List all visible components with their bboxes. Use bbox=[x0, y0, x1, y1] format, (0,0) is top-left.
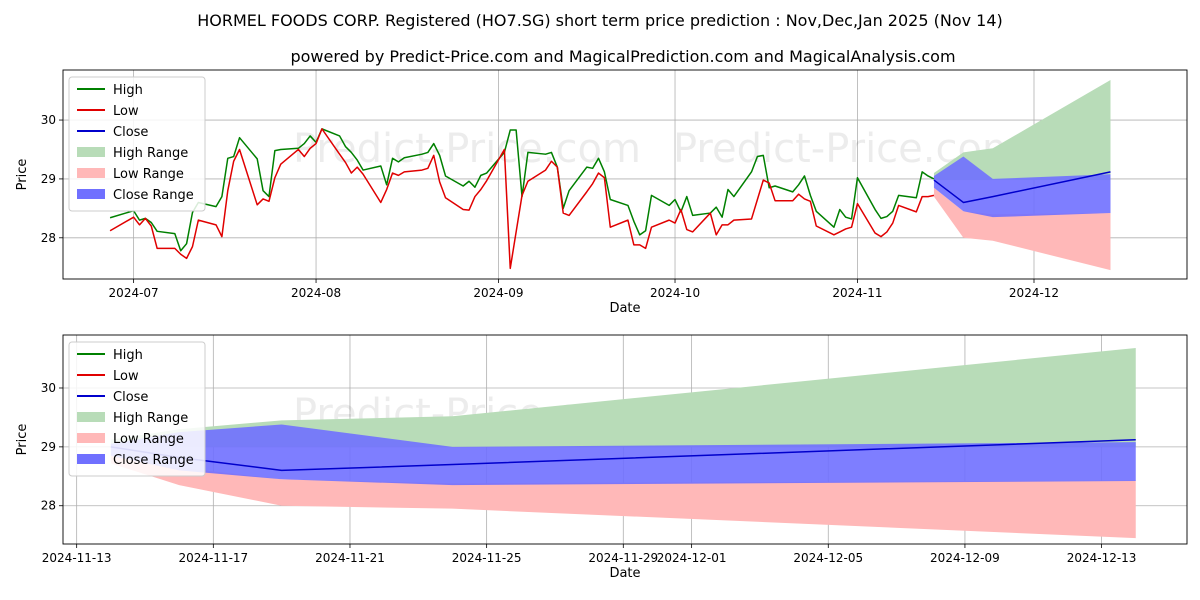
top-close-range-band bbox=[933, 156, 1111, 218]
bottom-ytick-label-0: 28 bbox=[41, 499, 56, 513]
top-low-line bbox=[109, 128, 935, 270]
bottom-yaxis-label: Price bbox=[15, 424, 30, 456]
top-legend-label-5: Close Range bbox=[113, 188, 194, 203]
bottom-legend-swatch-4 bbox=[77, 433, 105, 443]
bottom-xtick-label-2: 2024-11-21 bbox=[315, 551, 385, 565]
bottom-legend: High Low Close High Range Low Range Close Ran… bbox=[68, 341, 206, 477]
top-xaxis-label: Date bbox=[609, 301, 640, 316]
bottom-ytick-label-1: 29 bbox=[41, 440, 56, 454]
top-legend-label-4: Low Range bbox=[113, 167, 184, 182]
bottom-legend-label-0: High bbox=[113, 348, 143, 363]
bottom-axes-frame bbox=[62, 334, 1188, 545]
top-xtick-label-4: 2024-11 bbox=[832, 286, 882, 300]
bottom-close-range-group bbox=[110, 424, 1136, 486]
top-xtick-label-3: 2024-10 bbox=[650, 286, 700, 300]
top-yaxis-label: Price bbox=[15, 159, 30, 191]
top-ytick-label-1: 29 bbox=[41, 172, 56, 186]
top-legend-swatch-3 bbox=[77, 147, 105, 157]
top-axes-frame bbox=[62, 69, 1188, 280]
top-close-line bbox=[933, 171, 1111, 204]
bottom-xtick-label-5: 2024-12-01 bbox=[657, 551, 727, 565]
bottom-legend-label-5: Close Range bbox=[113, 453, 194, 468]
chart-subtitle: powered by Predict-Price.com and Magical… bbox=[290, 47, 955, 66]
chart-title: HORMEL FOODS CORP. Registered (HO7.SG) s… bbox=[197, 11, 1003, 30]
top-legend-swatch-5 bbox=[77, 189, 105, 199]
bottom-legend-label-3: High Range bbox=[113, 411, 188, 426]
bottom-legend-swatch-5 bbox=[77, 454, 105, 464]
bottom-ytick-label-2: 30 bbox=[41, 381, 56, 395]
bottom-xtick-label-4: 2024-11-29 bbox=[588, 551, 658, 565]
top-high-line bbox=[109, 128, 935, 252]
top-low-range-band bbox=[933, 187, 1111, 271]
top-legend-label-2: Close bbox=[113, 125, 148, 140]
top-xtick-label-0: 2024-07 bbox=[109, 286, 159, 300]
top-legend: High Low Close High Range Low Range Close Ran… bbox=[68, 76, 206, 212]
bottom-high-range-band bbox=[110, 347, 1136, 447]
top-xtick-label-5: 2024-12 bbox=[1009, 286, 1059, 300]
top-xtick-label-2: 2024-09 bbox=[473, 286, 523, 300]
bottom-xtick-label-7: 2024-12-09 bbox=[930, 551, 1000, 565]
bottom-low-range-band bbox=[110, 455, 1136, 539]
bottom-watermark-3: Predict-Price.com bbox=[683, 539, 1031, 585]
top-legend-label-1: Low bbox=[113, 104, 139, 119]
bottom-close-range-band bbox=[110, 424, 1136, 486]
bottom-legend-label-4: Low Range bbox=[113, 432, 184, 447]
top-xtick-label-1: 2024-08 bbox=[291, 286, 341, 300]
bottom-watermark-2: Predict-Price.com bbox=[283, 539, 631, 585]
top-close-range-group bbox=[933, 156, 1111, 218]
bottom-xtick-label-6: 2024-12-05 bbox=[793, 551, 863, 565]
top-watermark-3: Predict-Price.com bbox=[683, 274, 1031, 320]
top-legend-label-0: High bbox=[113, 83, 143, 98]
bottom-legend-label-2: Close bbox=[113, 390, 148, 405]
bottom-xtick-label-1: 2024-11-17 bbox=[178, 551, 248, 565]
bottom-legend-label-1: Low bbox=[113, 369, 139, 384]
bottom-xtick-label-8: 2024-12-13 bbox=[1067, 551, 1137, 565]
top-legend-label-3: High Range bbox=[113, 146, 188, 161]
bottom-xtick-label-0: 2024-11-13 bbox=[42, 551, 112, 565]
top-watermark-0: Predict-Price.com bbox=[293, 126, 641, 172]
top-ytick-label-2: 30 bbox=[41, 113, 56, 127]
bottom-plot bbox=[110, 347, 1136, 539]
bottom-xaxis-label: Date bbox=[609, 566, 640, 581]
top-ytick-label-0: 28 bbox=[41, 231, 56, 245]
bottom-xtick-label-3: 2024-11-25 bbox=[452, 551, 522, 565]
bottom-legend-swatch-3 bbox=[77, 412, 105, 422]
top-plot bbox=[109, 80, 1111, 271]
top-high-range-band bbox=[933, 80, 1111, 181]
top-watermark-2: Predict-Price.com bbox=[283, 274, 631, 320]
top-legend-swatch-4 bbox=[77, 168, 105, 178]
top-panel: Predict-Price.com Predict-Price.com Predic… bbox=[15, 69, 1188, 320]
